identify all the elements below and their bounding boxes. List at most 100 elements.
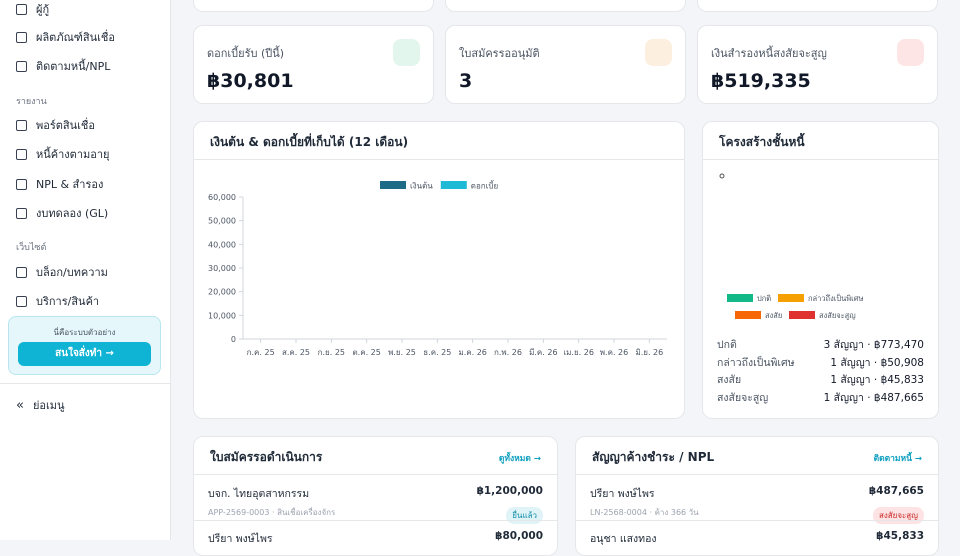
debt-table: ปกติ 3 สัญญา · ฿773,470 กล่าวถึงเป็นพิเศษ 1…: [717, 336, 924, 406]
legend-swatch: [727, 294, 753, 302]
x-tick-label: มี.ค. 26: [529, 348, 557, 357]
promo-text: นี่คือระบบตัวอย่าง: [53, 328, 116, 337]
stat-value: 3: [459, 70, 473, 92]
debt-card: โครงสร้างชั้นหนี้ ปกติ กล่าวถึงเป็นพิเศษส…: [702, 121, 939, 419]
stat-label: เงินสำรองหนี้สงสัยจะสูญ: [711, 47, 827, 60]
divider: [703, 159, 938, 160]
row-name: อนุชา แสงทอง: [590, 533, 657, 545]
y-tick-label: 60,000: [208, 193, 236, 202]
divider: [576, 474, 938, 475]
row-name: ปรียา พงษ์ไพร: [590, 488, 655, 500]
status-badge: ยื่นแล้ว: [506, 507, 543, 524]
list-card: ใบสมัครรอดำเนินการ ดูทั้งหมด → บจก. ไทยอ…: [193, 436, 558, 556]
nav-label[interactable]: ติดตามหนี้/NPL: [36, 60, 111, 73]
x-tick-label: ธ.ค. 25: [423, 348, 451, 357]
nav-item[interactable]: ผู้กู้: [16, 0, 49, 18]
stat-icon: [897, 39, 924, 66]
divider: [576, 520, 938, 521]
legend-swatch: [440, 181, 467, 189]
list-row[interactable]: อนุชา แสงทอง ฿45,833: [590, 530, 924, 547]
row-name: ปรียา พงษ์ไพร: [208, 533, 273, 545]
row-amount: ฿80,000: [495, 530, 543, 542]
list-card: สัญญาค้างชำระ / NPL ติดตามหนี้ → ปรียา พ…: [575, 436, 939, 556]
nav-item[interactable]: NPL & สำรอง: [16, 175, 103, 193]
x-tick-label: ส.ค. 25: [282, 348, 310, 357]
nav-item[interactable]: หนี้ค้างตามอายุ: [16, 145, 109, 163]
y-tick-label: 20,000: [208, 288, 236, 297]
legend-label: ดอกเบี้ย: [471, 180, 498, 191]
debt-amount: 1 สัญญา · ฿487,665: [823, 391, 924, 404]
y-tick-label: 30,000: [208, 264, 236, 273]
x-tick-label: เม.ย. 26: [563, 348, 594, 357]
y-tick-label: 50,000: [208, 217, 236, 226]
nav-label[interactable]: ผู้กู้: [36, 3, 50, 16]
stat-icon: [393, 39, 420, 66]
x-tick-label: ม.ค. 26: [458, 348, 486, 357]
nav-label[interactable]: บริการ/สินค้า: [36, 295, 100, 308]
list-row[interactable]: ปรียา พงษ์ไพร ฿80,000: [208, 530, 543, 547]
promo-button[interactable]: สนใจสั่งทำ →: [18, 342, 151, 366]
x-tick-label: พ.ย. 25: [388, 348, 416, 357]
nav-item[interactable]: บล็อก/บทความ: [16, 263, 108, 281]
divider: [0, 383, 170, 384]
debt-class: กล่าวถึงเป็นพิเศษ: [717, 356, 795, 369]
empty-donut: [719, 173, 725, 179]
stat-label: ใบสมัครรออนุมัติ: [459, 47, 540, 60]
chart-card: เงินต้น & ดอกเบี้ยที่เก็บได้ (12 เดือน) …: [193, 121, 685, 419]
nav-item[interactable]: ติดตามหนี้/NPL: [16, 57, 110, 75]
legend-label: กล่าวถึงเป็นพิเศษ: [808, 293, 863, 303]
nav-label[interactable]: บล็อก/บทความ: [36, 266, 108, 279]
divider: [194, 159, 684, 160]
debt-row: สงสัย 1 สัญญา · ฿45,833: [717, 371, 924, 389]
stat-icon: [645, 39, 672, 66]
nav-label[interactable]: หนี้ค้างตามอายุ: [36, 148, 110, 161]
card-link[interactable]: ดูทั้งหมด →: [498, 454, 541, 464]
list-row[interactable]: ปรียา พงษ์ไพร LN-2568-0004 · ค้าง 366 วั…: [590, 485, 924, 524]
collapse-label[interactable]: ย่อเมนู: [32, 399, 65, 412]
legend-label: ปกติ: [757, 294, 771, 303]
nav-label[interactable]: พอร์ตสินเชื่อ: [36, 119, 95, 132]
chart: 0 10,000 20,000 30,000 40,000 50,000 60,000 ก.ค…: [208, 180, 667, 357]
x-tick-label: ก.ค. 25: [247, 348, 275, 357]
stat-card: ใบสมัครรออนุมัติ 3: [445, 25, 686, 104]
stat-card: เงินสำรองหนี้สงสัยจะสูญ ฿519,335: [697, 25, 938, 104]
debt-row: กล่าวถึงเป็นพิเศษ 1 สัญญา · ฿50,908: [717, 354, 924, 372]
x-tick-label: ก.พ. 26: [494, 348, 522, 357]
debt-class: ปกติ: [717, 339, 737, 351]
card: [445, 0, 686, 12]
nav-item[interactable]: พอร์ตสินเชื่อ: [16, 116, 95, 134]
nav-label[interactable]: NPL & สำรอง: [36, 178, 104, 191]
collapse[interactable]: «ย่อเมนู: [16, 397, 65, 413]
legend-swatch: [778, 294, 804, 302]
card: [193, 0, 434, 12]
legend-label: สงสัย: [765, 311, 782, 320]
card-title: สัญญาค้างชำระ / NPL: [592, 450, 715, 464]
card: [697, 0, 938, 12]
section-title: เว็บไซต์: [16, 243, 47, 253]
card-title: เงินต้น & ดอกเบี้ยที่เก็บได้ (12 เดือน): [210, 135, 409, 149]
stat-label: ดอกเบี้ยรับ (ปีนี้): [207, 47, 285, 60]
divider: [194, 520, 557, 521]
debt-class: สงสัย: [717, 374, 742, 386]
x-tick-label: ก.ย. 25: [318, 348, 345, 357]
divider: [194, 474, 557, 475]
row-amount: ฿1,200,000: [476, 485, 543, 497]
y-tick-label: 0: [231, 335, 236, 344]
nav-item[interactable]: บริการ/สินค้า: [16, 292, 99, 310]
card-link[interactable]: ติดตามหนี้ →: [873, 454, 922, 464]
nav-item[interactable]: งบทดลอง (GL): [16, 204, 108, 222]
list-row[interactable]: บจก. ไทยอุตสาหกรรม APP-2569-0003 · สินเช…: [208, 485, 543, 524]
row-amount: ฿487,665: [868, 485, 924, 497]
stat-card: ดอกเบี้ยรับ (ปีนี้) ฿30,801: [193, 25, 434, 104]
stat-value: ฿519,335: [711, 70, 811, 92]
y-tick-label: 10,000: [208, 311, 236, 320]
debt-row: สงสัยจะสูญ 1 สัญญา · ฿487,665: [717, 389, 924, 407]
nav-item[interactable]: ผลิตภัณฑ์สินเชื่อ: [16, 28, 115, 46]
nav-label[interactable]: ผลิตภัณฑ์สินเชื่อ: [36, 31, 115, 44]
row-amount: ฿45,833: [876, 530, 924, 542]
legend-label: เงินต้น: [410, 182, 433, 191]
legend-swatch: [380, 181, 406, 189]
nav-label[interactable]: งบทดลอง (GL): [36, 207, 109, 220]
row-sub: LN-2568-0004 · ค้าง 366 วัน: [590, 508, 699, 517]
